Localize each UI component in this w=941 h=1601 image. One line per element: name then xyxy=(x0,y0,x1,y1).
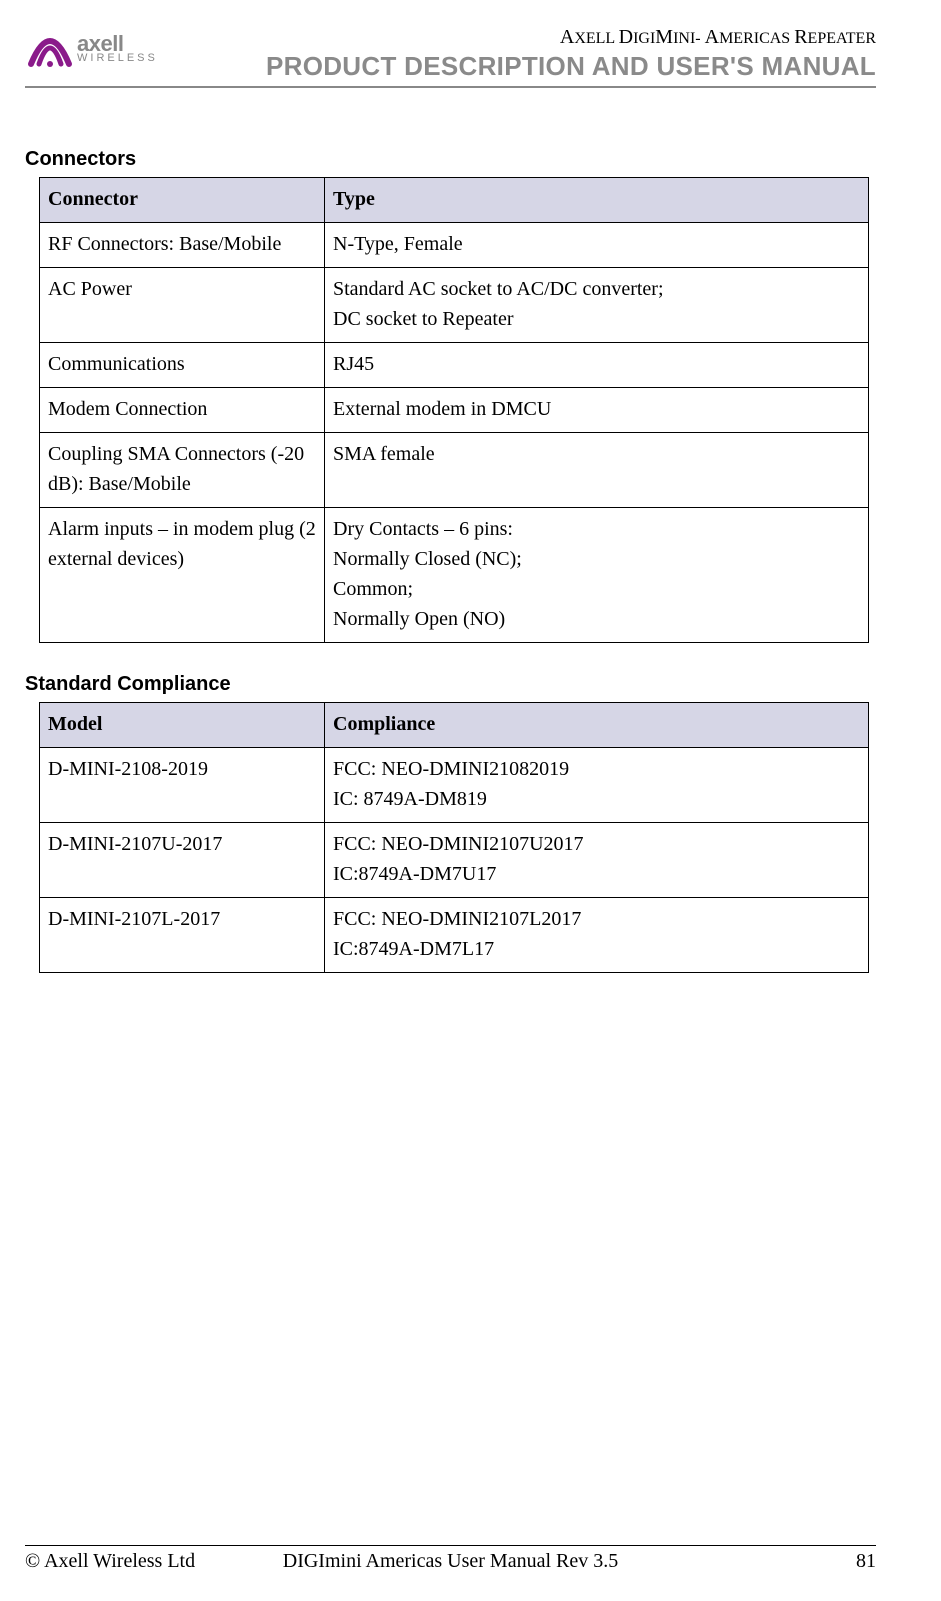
logo-sub: WIRELESS xyxy=(77,53,158,64)
footer-left: © Axell Wireless Ltd xyxy=(25,1550,195,1573)
footer-page-number: 81 xyxy=(856,1550,876,1573)
cell-compliance: FCC: NEO-DMINI21082019IC: 8749A-DM819 xyxy=(325,748,869,823)
cell-model: D-MINI-2107L-2017 xyxy=(40,898,325,973)
cell-model: D-MINI-2107U-2017 xyxy=(40,823,325,898)
table-row: AC PowerStandard AC socket to AC/DC conv… xyxy=(40,268,869,343)
cell-model: D-MINI-2108-2019 xyxy=(40,748,325,823)
doc-product-line: AXELL DIGIMINI- AMERICAS REPEATER xyxy=(266,26,876,49)
table-row: RF Connectors: Base/MobileN-Type, Female xyxy=(40,223,869,268)
page-footer: © Axell Wireless Ltd DIGImini Americas U… xyxy=(25,1545,876,1573)
cell-connector: Coupling SMA Connectors (-20 dB): Base/M… xyxy=(40,433,325,508)
connectors-table: Connector Type RF Connectors: Base/Mobil… xyxy=(39,177,869,643)
cell-compliance: FCC: NEO-DMINI2107L2017IC:8749A-DM7L17 xyxy=(325,898,869,973)
table-row: D-MINI-2107L-2017FCC: NEO-DMINI2107L2017… xyxy=(40,898,869,973)
table-header-row: Model Compliance xyxy=(40,703,869,748)
cell-connector: Alarm inputs – in modem plug (2 external… xyxy=(40,508,325,643)
table-row: Coupling SMA Connectors (-20 dB): Base/M… xyxy=(40,433,869,508)
table-row: CommunicationsRJ45 xyxy=(40,343,869,388)
connectors-heading: Connectors xyxy=(25,148,876,171)
logo-text: axell WIRELESS xyxy=(77,33,158,64)
col-connector: Connector xyxy=(40,178,325,223)
logo-mark-icon xyxy=(25,24,75,72)
table-row: Alarm inputs – in modem plug (2 external… xyxy=(40,508,869,643)
cell-connector: Modem Connection xyxy=(40,388,325,433)
col-type: Type xyxy=(325,178,869,223)
doc-title: PRODUCT DESCRIPTION AND USER'S MANUAL xyxy=(266,51,876,82)
col-compliance: Compliance xyxy=(325,703,869,748)
cell-type: Standard AC socket to AC/DC converter;DC… xyxy=(325,268,869,343)
cell-type: Dry Contacts – 6 pins:Normally Closed (N… xyxy=(325,508,869,643)
table-header-row: Connector Type xyxy=(40,178,869,223)
cell-type: N-Type, Female xyxy=(325,223,869,268)
cell-connector: Communications xyxy=(40,343,325,388)
cell-type: RJ45 xyxy=(325,343,869,388)
table-row: Modem ConnectionExternal modem in DMCU xyxy=(40,388,869,433)
cell-type: SMA female xyxy=(325,433,869,508)
col-model: Model xyxy=(40,703,325,748)
logo: axell WIRELESS xyxy=(25,24,158,72)
page-header: axell WIRELESS AXELL DIGIMINI- AMERICAS … xyxy=(25,20,876,88)
header-right: AXELL DIGIMINI- AMERICAS REPEATER PRODUC… xyxy=(266,20,876,82)
cell-compliance: FCC: NEO-DMINI2107U2017IC:8749A-DM7U17 xyxy=(325,823,869,898)
table-row: D-MINI-2107U-2017FCC: NEO-DMINI2107U2017… xyxy=(40,823,869,898)
compliance-heading: Standard Compliance xyxy=(25,673,876,696)
compliance-table: Model Compliance D-MINI-2108-2019FCC: NE… xyxy=(39,702,869,973)
table-row: D-MINI-2108-2019FCC: NEO-DMINI21082019IC… xyxy=(40,748,869,823)
cell-type: External modem in DMCU xyxy=(325,388,869,433)
cell-connector: AC Power xyxy=(40,268,325,343)
cell-connector: RF Connectors: Base/Mobile xyxy=(40,223,325,268)
